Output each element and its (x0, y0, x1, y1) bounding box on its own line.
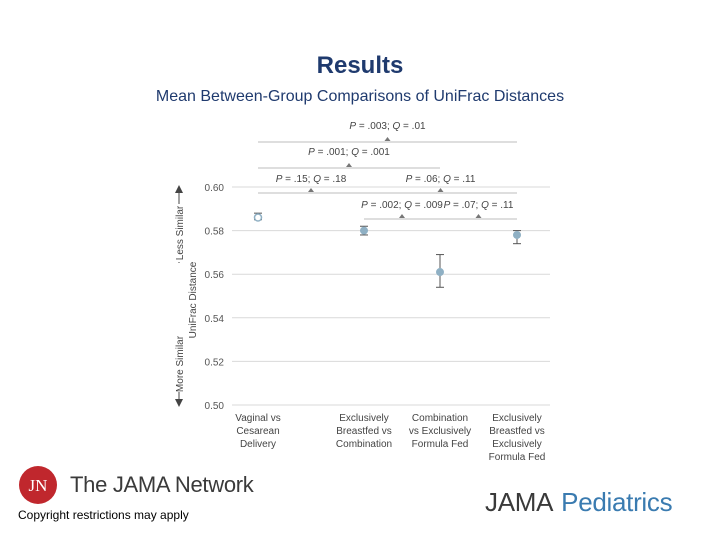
q-value: = .18 (321, 174, 347, 185)
journal-logo-primary: JAMA (485, 487, 554, 517)
y-tick-label: 0.54 (205, 314, 225, 325)
p-value: = .002; (368, 200, 404, 211)
down-arrow-icon (175, 399, 183, 407)
y-tick-label: 0.50 (205, 401, 225, 412)
slide-title: Results (316, 52, 404, 79)
q-value: = .001 (359, 147, 390, 158)
q-value: = .01 (400, 121, 426, 132)
p-value: = .15; (282, 174, 313, 185)
jama-pediatrics-logo: JAMA Pediatrics (485, 487, 673, 518)
x-category-label: Formula Fed (412, 439, 469, 450)
up-arrow-icon (175, 185, 183, 193)
bracket-marker-icon (475, 214, 482, 218)
y-tick-label: 0.60 (205, 183, 225, 194)
x-category-label: Exclusively (492, 439, 541, 450)
p-symbol: P (361, 200, 368, 211)
q-symbol: Q (404, 200, 412, 211)
y-label-bottom: More Similar (175, 335, 186, 392)
p-symbol: P (308, 147, 315, 158)
x-category-label: Exclusively (339, 413, 388, 424)
p-symbol: P (444, 200, 451, 211)
q-value: = .11 (451, 174, 476, 185)
p-symbol: P (276, 174, 283, 185)
x-category-label: vs Exclusively (409, 426, 471, 437)
x-category-label: Breastfed vs (336, 426, 392, 437)
bracket-marker-icon (399, 214, 405, 218)
comparison-label: P = .003; Q = .01 (349, 121, 426, 132)
journal-logo-secondary: Pediatrics (561, 487, 673, 517)
p-value: = .07; (450, 200, 481, 211)
jn-logo-icon: JN (19, 466, 57, 504)
q-symbol: Q (351, 147, 359, 158)
data-point (436, 268, 444, 277)
jama-network-logo: JN The JAMA Network (18, 465, 254, 505)
q-symbol: Q (313, 174, 321, 185)
label-gap (170, 204, 188, 262)
jn-logo-mark: JN (29, 476, 48, 495)
y-tick-label: 0.52 (205, 357, 225, 368)
jama-network-text: The JAMA Network (70, 472, 254, 497)
comparison-label: P = .15; Q = .18 (276, 174, 347, 185)
data-point (360, 226, 368, 235)
comparison-label: P = .07; Q = .11 (444, 200, 514, 211)
x-category-label: Combination (412, 413, 468, 424)
copyright-notice: Copyright restrictions may apply (18, 508, 189, 522)
y-tick-label: 0.58 (205, 227, 225, 238)
x-category-label: Exclusively (492, 413, 541, 424)
p-value: = .06; (412, 174, 443, 185)
comparison-label: P = .001; Q = .001 (308, 147, 390, 158)
q-value: = .009 (412, 200, 443, 211)
data-point (253, 213, 263, 222)
bracket-marker-icon (437, 188, 444, 192)
label-gap (170, 336, 188, 392)
q-symbol: Q (481, 200, 489, 211)
x-category-label: Combination (336, 439, 392, 450)
p-value: = .001; (315, 147, 351, 158)
slide-subtitle: Mean Between-Group Comparisons of UniFra… (155, 88, 565, 105)
q-symbol: Q (393, 121, 401, 132)
x-category-label: Breastfed vs (489, 426, 545, 437)
p-symbol: P (349, 121, 356, 132)
y-axis-title: UniFrac Distance (188, 261, 199, 338)
label-gap (170, 263, 188, 336)
x-category-label: Formula Fed (489, 452, 546, 463)
x-category-label: Cesarean (236, 426, 279, 437)
p-value: = .003; (356, 121, 392, 132)
bracket-marker-icon (384, 137, 391, 141)
q-value: = .11 (489, 200, 514, 211)
data-point (513, 230, 521, 239)
bracket-marker-icon (308, 188, 314, 192)
y-tick-label: 0.56 (205, 270, 225, 281)
comparison-label: P = .06; Q = .11 (406, 174, 476, 185)
q-symbol: Q (443, 174, 451, 185)
comparison-label: P = .002; Q = .009 (361, 200, 443, 211)
y-label-top: Less Similar (175, 205, 186, 260)
bracket-marker-icon (346, 163, 352, 167)
x-category-label: Vaginal vs (235, 413, 280, 424)
x-category-label: Delivery (240, 439, 276, 450)
p-symbol: P (406, 174, 413, 185)
